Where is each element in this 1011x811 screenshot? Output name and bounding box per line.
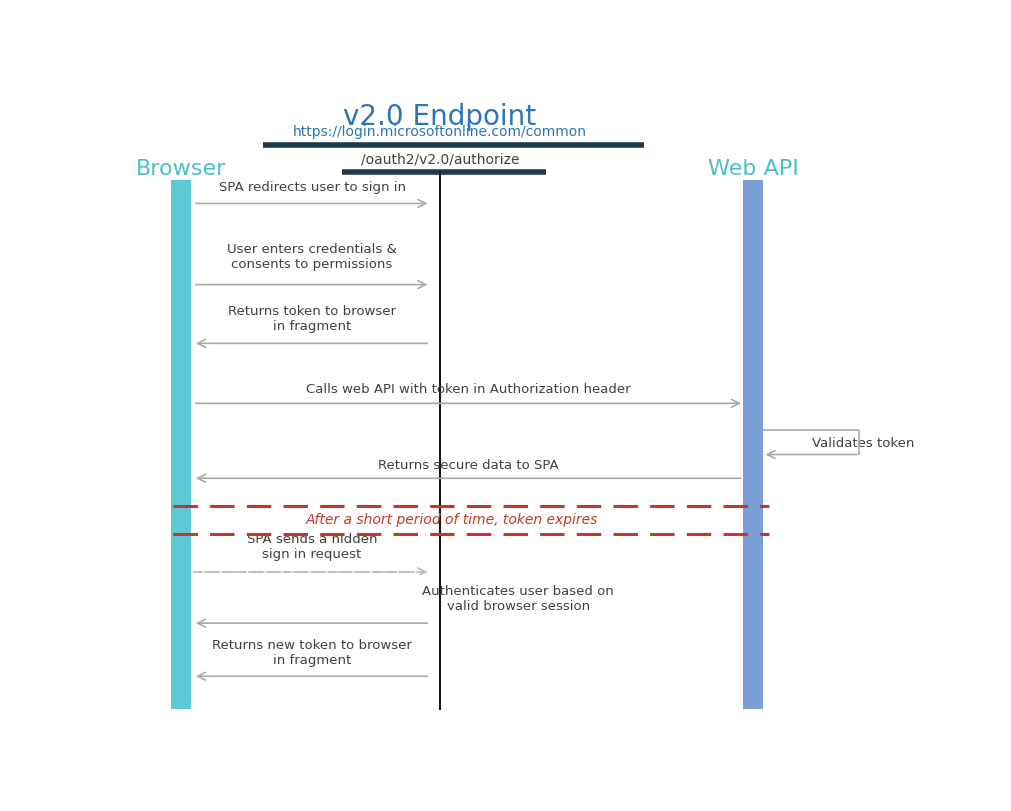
Text: v2.0 Endpoint: v2.0 Endpoint: [343, 103, 537, 131]
Text: Web API: Web API: [708, 158, 799, 178]
Text: Returns token to browser
in fragment: Returns token to browser in fragment: [228, 306, 396, 333]
Text: Browser: Browser: [136, 158, 226, 178]
Text: User enters credentials &
consents to permissions: User enters credentials & consents to pe…: [227, 243, 397, 271]
Text: /oauth2/v2.0/authorize: /oauth2/v2.0/authorize: [361, 152, 519, 167]
Text: Calls web API with token in Authorization header: Calls web API with token in Authorizatio…: [306, 383, 631, 396]
Text: Authenticates user based on
valid browser session: Authenticates user based on valid browse…: [423, 585, 614, 612]
Text: Returns secure data to SPA: Returns secure data to SPA: [378, 459, 559, 472]
Text: SPA redirects user to sign in: SPA redirects user to sign in: [218, 181, 405, 194]
Text: Validates token: Validates token: [812, 437, 914, 450]
Text: SPA sends a hidden
sign in request: SPA sends a hidden sign in request: [247, 533, 377, 560]
FancyBboxPatch shape: [743, 180, 763, 710]
Text: Returns new token to browser
in fragment: Returns new token to browser in fragment: [212, 639, 412, 667]
Text: After a short period of time, token expires: After a short period of time, token expi…: [305, 513, 598, 527]
Text: https://login.microsoftonline.com/common: https://login.microsoftonline.com/common: [293, 125, 586, 139]
FancyBboxPatch shape: [171, 180, 191, 710]
